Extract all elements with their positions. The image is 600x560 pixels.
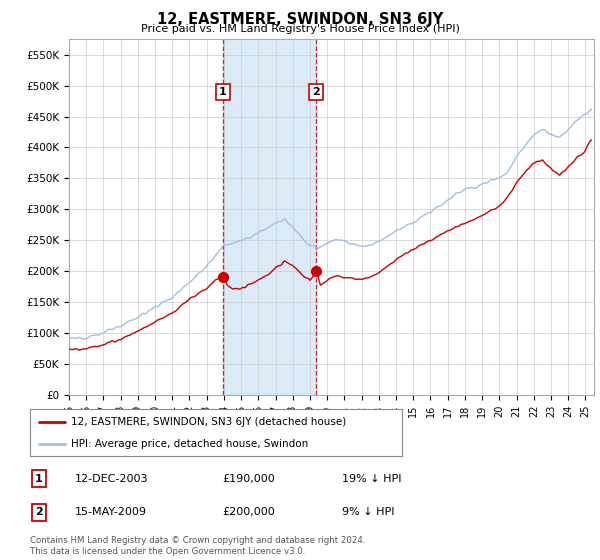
Text: 15-MAY-2009: 15-MAY-2009 [75, 507, 147, 517]
Text: Price paid vs. HM Land Registry's House Price Index (HPI): Price paid vs. HM Land Registry's House … [140, 24, 460, 34]
Text: HPI: Average price, detached house, Swindon: HPI: Average price, detached house, Swin… [71, 438, 308, 449]
Text: £190,000: £190,000 [222, 474, 275, 484]
Text: 1: 1 [35, 474, 43, 484]
Text: £200,000: £200,000 [222, 507, 275, 517]
Text: 2: 2 [313, 87, 320, 97]
Text: 12-DEC-2003: 12-DEC-2003 [75, 474, 149, 484]
Text: 9% ↓ HPI: 9% ↓ HPI [342, 507, 395, 517]
Text: 19% ↓ HPI: 19% ↓ HPI [342, 474, 401, 484]
Text: 12, EASTMERE, SWINDON, SN3 6JY: 12, EASTMERE, SWINDON, SN3 6JY [157, 12, 443, 27]
Text: 2: 2 [35, 507, 43, 517]
Text: 1: 1 [219, 87, 227, 97]
Bar [223, 39, 316, 395]
Text: Contains HM Land Registry data © Crown copyright and database right 2024.
This d: Contains HM Land Registry data © Crown c… [30, 536, 365, 556]
Text: 12, EASTMERE, SWINDON, SN3 6JY (detached house): 12, EASTMERE, SWINDON, SN3 6JY (detached… [71, 417, 346, 427]
